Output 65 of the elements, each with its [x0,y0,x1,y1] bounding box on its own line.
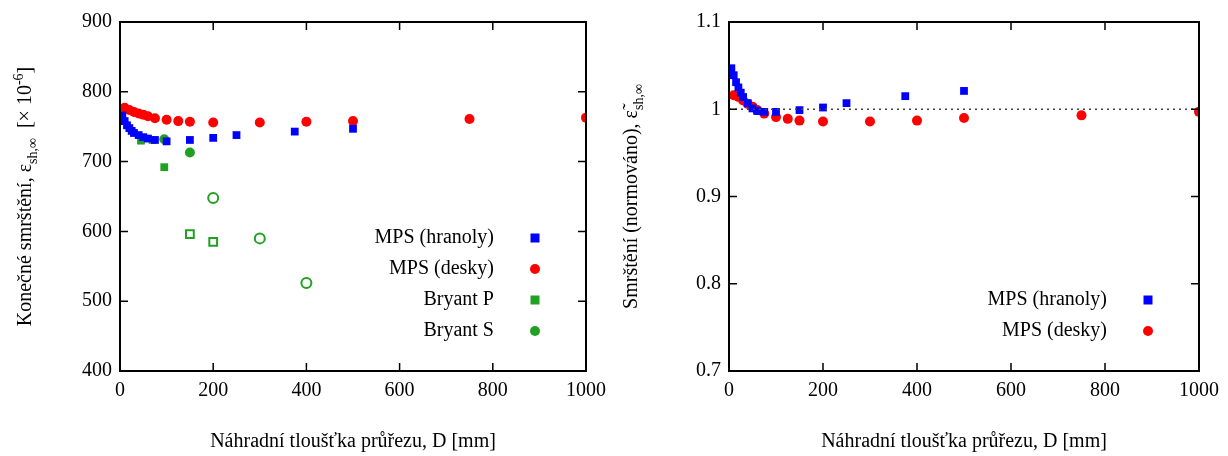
y-axis-title: Smrštění (normováno), ε̃sh,∞ [619,84,646,309]
y-tick-label: 400 [82,358,112,381]
point [161,114,172,125]
point [349,124,357,133]
point [290,127,299,136]
legend-label: MPS (hranoly) [374,225,494,249]
y-tick-label: 0.9 [696,183,721,206]
y-tick-label: 800 [82,79,112,102]
point [185,229,195,240]
point [794,115,805,126]
point [865,116,875,127]
x-tick-label: 400 [291,378,322,401]
point [184,116,195,127]
x-tick-label: 0 [115,378,125,401]
point [300,277,313,290]
point [149,113,160,124]
x-tick-label: 600 [996,378,1026,401]
point [1076,110,1087,121]
point [901,92,910,101]
y-tick-label: 900 [82,9,112,32]
point [208,236,219,247]
y-tick-label: 0.7 [696,358,721,381]
point [160,163,169,172]
y-tick-label: 700 [82,148,112,171]
x-axis-title: Náhradní tloušťka průřezu, D [mm] [210,429,496,453]
x-tick-label: 1000 [566,378,606,401]
point [464,114,475,125]
legend-label: MPS (hranoly) [987,287,1107,311]
point [782,113,793,124]
y-tick-label: 600 [82,218,112,241]
point [208,117,219,128]
x-axis-title: Náhradní tloušťka průřezu, D [mm] [821,429,1107,453]
legend-label: MPS (desky) [1001,318,1107,342]
x-tick-label: 1000 [1179,378,1219,401]
y-tick-label: 500 [82,288,112,311]
x-tick-label: 800 [477,378,508,401]
point [912,115,922,126]
legend-label: MPS (desky) [388,256,494,280]
point [209,133,218,142]
point [301,116,312,127]
point [186,136,194,144]
x-tick-label: 200 [808,378,838,401]
point [254,117,265,128]
point [842,99,851,108]
point [772,107,780,116]
x-tick-label: 0 [724,378,734,401]
point [739,93,747,101]
point [729,71,738,80]
point [960,87,968,95]
x-tick-label: 400 [902,378,932,401]
x-tick-label: 600 [384,378,415,401]
point [184,147,195,158]
point [253,232,266,245]
y-tick-label: 1 [711,96,721,119]
y-tick-label: 0.8 [696,271,721,293]
point [959,112,969,123]
legend-label: Bryant S [423,318,494,342]
x-tick-label: 200 [198,378,229,401]
y-tick-label: 1.1 [696,9,721,32]
x-tick-label: 800 [1090,378,1120,401]
legend-label: Bryant P [423,287,494,311]
point [232,131,241,139]
point [173,116,184,127]
point [818,116,828,127]
point [207,191,220,204]
